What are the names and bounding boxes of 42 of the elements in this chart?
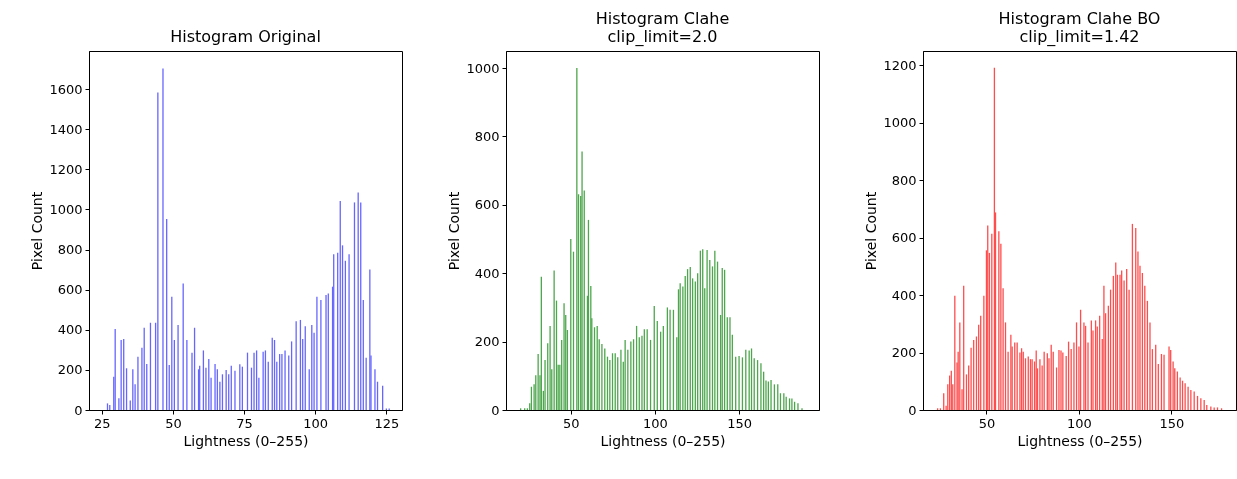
x-tick-label: 50 [978,415,996,431]
y-tick-label: 1200 [883,57,917,73]
x-tick-label: 75 [236,415,253,431]
y-axis-title: Pixel Count [446,191,463,271]
y-tick-label: 1200 [49,161,83,177]
y-axis-title: Pixel Count [29,191,46,271]
y-tick-label: 400 [57,322,83,338]
x-tick-label: 25 [94,415,111,431]
y-tick-label: 800 [891,172,917,188]
y-tick-label: 800 [57,242,83,258]
y-tick-label: 0 [908,402,917,418]
y-tick-label: 200 [57,362,83,378]
y-tick-label: 200 [474,334,500,350]
y-axis-title: Pixel Count [863,191,880,271]
chart-title: Histogram Clahe BO clip_limit=1.42 [998,9,1161,47]
x-tick-label: 100 [643,415,668,431]
y-tick-label: 1000 [466,60,500,76]
x-tick-label: 125 [374,415,400,431]
y-tick-label: 800 [474,128,500,144]
y-tick-label: 0 [74,402,83,418]
y-tick-label: 400 [891,287,917,303]
x-tick-label: 50 [563,415,580,431]
y-tick-label: 600 [474,197,500,213]
chart-title: Histogram Original [170,27,321,46]
x-tick-label: 100 [303,415,329,431]
y-tick-label: 400 [474,265,500,281]
x-axis-title: Lightness (0–255) [183,432,309,449]
y-tick-label: 600 [57,282,83,298]
x-tick-label: 150 [1159,415,1185,431]
x-tick-label: 150 [727,415,752,431]
y-tick-label: 0 [491,402,500,418]
x-tick-label: 100 [1067,415,1092,431]
chart-title: Histogram Clahe clip_limit=2.0 [595,9,730,47]
x-axis-title: Lightness (0–255) [1017,432,1143,449]
y-tick-label: 1000 [883,115,917,131]
y-tick-label: 200 [891,345,917,361]
y-tick-label: 600 [891,230,917,246]
x-tick-label: 50 [165,415,182,431]
y-tick-label: 1600 [49,81,83,97]
y-tick-label: 1400 [49,121,83,137]
x-axis-title: Lightness (0–255) [600,432,726,449]
y-tick-label: 1000 [49,201,83,217]
